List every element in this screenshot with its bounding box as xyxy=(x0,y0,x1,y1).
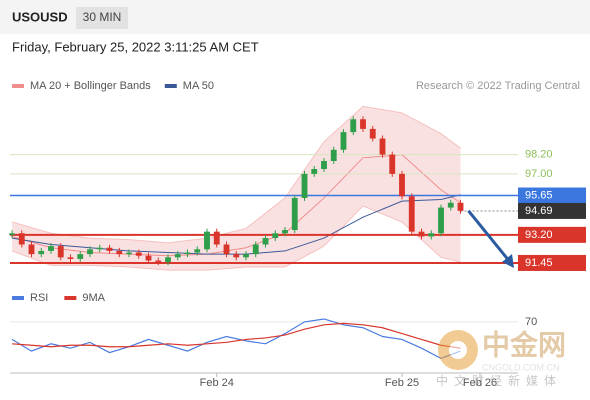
candle-body xyxy=(340,132,347,150)
legend-label: MA 50 xyxy=(183,80,214,92)
watermark-tagline: 中文财经新媒体 xyxy=(436,373,562,388)
candle-body xyxy=(48,246,54,251)
level-label: 94.69 xyxy=(525,205,553,217)
candle-body xyxy=(233,254,240,258)
bollinger-lower xyxy=(11,205,461,271)
candle-body xyxy=(145,255,152,261)
candle-body xyxy=(57,246,64,258)
candle-body xyxy=(282,230,288,234)
candle-body xyxy=(272,233,279,239)
candle-body xyxy=(87,249,93,255)
candle-body xyxy=(389,154,396,174)
watermark-brand: 中金网 xyxy=(482,328,566,360)
candle-body xyxy=(126,252,132,255)
bollinger-upper xyxy=(11,105,461,244)
candle-body xyxy=(399,173,405,197)
x-tick-label: Feb 26 xyxy=(463,377,497,389)
candle-body xyxy=(379,138,386,155)
forecast-arrowhead xyxy=(502,254,514,268)
candle-body xyxy=(9,233,15,235)
watermark-url: CNGOLD.COM.CN xyxy=(482,362,560,372)
candle-body xyxy=(106,247,113,251)
timeframe[interactable]: 30 MIN xyxy=(83,10,122,24)
legend-swatch xyxy=(164,84,177,88)
candle-body xyxy=(457,202,464,211)
rsi-line xyxy=(11,318,461,360)
level-label: 98.20 xyxy=(525,148,553,160)
candle-body xyxy=(369,128,376,139)
candle-body xyxy=(428,233,435,237)
candle-body xyxy=(311,169,318,174)
candle-body xyxy=(223,244,230,255)
legend-label: MA 20 + Bollinger Bands xyxy=(30,80,151,92)
candle-body xyxy=(243,254,249,258)
candle-body xyxy=(204,231,210,250)
candle-body xyxy=(213,231,220,245)
candle-body xyxy=(77,254,84,259)
candle-body xyxy=(301,173,308,198)
datetime: Friday, February 25, 2022 3:11:25 AM CET xyxy=(12,39,259,54)
candle-body xyxy=(155,260,162,263)
candle-body xyxy=(28,244,35,255)
watermark: 中金网 CNGOLD.COM.CN 中文财经新媒体 xyxy=(436,328,566,388)
legend-swatch xyxy=(12,296,24,300)
candle-body xyxy=(330,149,337,162)
level-box xyxy=(518,187,586,204)
legend-label: 9MA xyxy=(82,292,105,304)
timeframe-tag[interactable] xyxy=(76,7,128,29)
candle-body xyxy=(408,196,415,232)
candle-body xyxy=(360,119,366,129)
forecast-arrow xyxy=(467,209,512,263)
level-label: 95.65 xyxy=(525,189,553,201)
candle-body xyxy=(135,252,142,256)
level-box xyxy=(518,254,586,271)
rsi-line xyxy=(11,322,461,349)
candle-body xyxy=(116,250,123,255)
candle-body xyxy=(350,119,357,133)
candle-body xyxy=(447,202,454,208)
level-box xyxy=(518,202,586,219)
x-tick-label: Feb 24 xyxy=(200,377,234,389)
legend-swatch xyxy=(12,84,24,88)
level-label: 91.45 xyxy=(525,257,553,269)
candle-body xyxy=(262,238,269,245)
candle-body xyxy=(18,233,25,245)
candle-body xyxy=(38,250,45,255)
candle-body xyxy=(184,252,191,255)
candle-body xyxy=(291,197,298,231)
level-label: 93.20 xyxy=(525,229,553,241)
bollinger-fill xyxy=(12,106,461,271)
candle-body xyxy=(96,247,103,250)
legend-swatch xyxy=(64,296,77,300)
candle-body xyxy=(438,207,444,234)
candle-body xyxy=(67,257,74,259)
candle-body xyxy=(194,249,201,253)
legend-label: RSI xyxy=(30,292,48,304)
candle-body xyxy=(252,244,259,255)
candle-body xyxy=(321,161,327,170)
candle-body xyxy=(418,231,425,237)
symbol: USOUSD xyxy=(12,9,68,24)
level-label: 97.00 xyxy=(525,168,553,180)
watermark-logo-inner xyxy=(449,341,467,359)
candle-body xyxy=(165,257,171,263)
x-tick-label: Feb 25 xyxy=(385,377,419,389)
source: Research © 2022 Trading Central xyxy=(416,80,580,92)
candle-body xyxy=(174,254,181,258)
rsi-tick-label: 70 xyxy=(525,316,537,328)
level-box xyxy=(518,226,586,243)
